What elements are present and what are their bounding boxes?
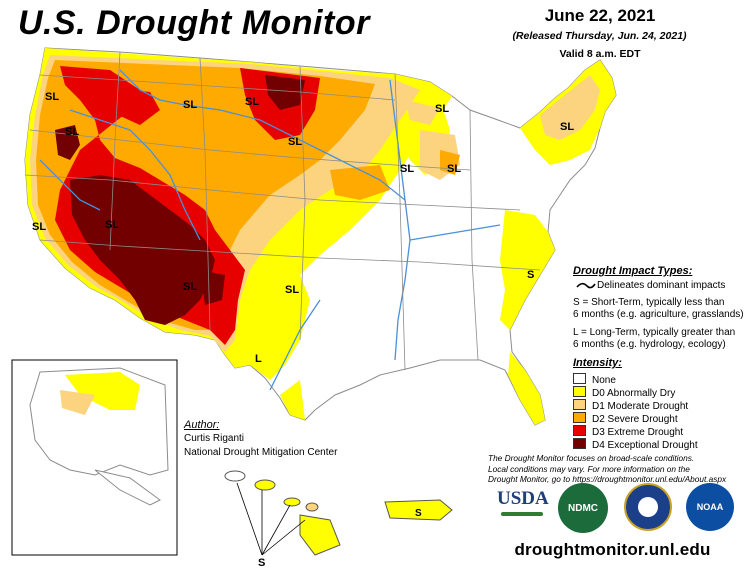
sl-label-nd: SL bbox=[288, 136, 302, 148]
l-label-tx: L bbox=[255, 353, 262, 365]
s-label-hi: S bbox=[258, 557, 265, 568]
sl-label-mt: SL bbox=[183, 99, 197, 111]
hawaii-inset: S bbox=[224, 470, 341, 568]
impact-long-line1: L = Long-Term, typically greater than bbox=[573, 327, 736, 338]
swatch-d3 bbox=[573, 425, 586, 436]
sl-label-wa: SL bbox=[45, 91, 59, 103]
intensity-row-none: None bbox=[573, 373, 616, 386]
swatch-d0 bbox=[573, 386, 586, 397]
swatch-d4 bbox=[573, 438, 586, 449]
impact-long-line2: 6 months (e.g. hydrology, ecology) bbox=[573, 339, 726, 350]
sl-label-tx: SL bbox=[285, 284, 299, 296]
impact-short-line2: 6 months (e.g. agriculture, grasslands) bbox=[573, 309, 744, 320]
sl-label-az: SL bbox=[183, 281, 197, 293]
state-borders bbox=[24, 51, 541, 371]
swatch-d1 bbox=[573, 399, 586, 410]
map-date: June 22, 2021 bbox=[544, 6, 656, 25]
disclaimer-line3[interactable]: Drought Monitor, go to https://droughtmo… bbox=[488, 474, 727, 484]
site-url[interactable]: droughtmonitor.unl.edu bbox=[514, 540, 711, 559]
swatch-none bbox=[573, 373, 586, 384]
commerce-seal-icon bbox=[624, 483, 672, 531]
alaska-panhandle bbox=[94, 469, 161, 506]
disclaimer: The Drought Monitor focuses on broad-sca… bbox=[488, 453, 748, 485]
sl-label-mt-east: SL bbox=[245, 96, 259, 108]
alaska-d1 bbox=[60, 390, 95, 415]
author-heading: Author: bbox=[184, 419, 220, 431]
sl-label-nv: SL bbox=[105, 219, 119, 231]
impact-short-line1: S = Short-Term, typically less than bbox=[573, 297, 725, 308]
ndmc-logo: NDMC bbox=[558, 483, 608, 533]
sl-label-wi: SL bbox=[400, 163, 414, 175]
dominant-impact-line-icon bbox=[576, 282, 596, 289]
intensity-row-d3: D3 Extreme Drought bbox=[573, 425, 683, 438]
sl-label-mn: SL bbox=[435, 103, 449, 115]
release-date: (Released Thursday, Jun. 24, 2021) bbox=[512, 30, 687, 42]
rivers bbox=[39, 69, 501, 391]
sl-label-ne: SL bbox=[560, 121, 574, 133]
author-name: Curtis Riganti bbox=[184, 433, 245, 444]
sl-label-ca: SL bbox=[32, 221, 46, 233]
intensity-row-d0: D0 Abnormally Dry bbox=[573, 386, 675, 399]
noaa-logo: NOAA bbox=[686, 483, 734, 531]
intensity-legend-title: Intensity: bbox=[573, 357, 622, 369]
author-org: National Drought Mitigation Center bbox=[184, 447, 338, 458]
intensity-row-d4: D4 Exceptional Drought bbox=[573, 438, 698, 451]
impact-dominant-text: Delineates dominant impacts bbox=[597, 280, 726, 291]
usda-logo: USDA bbox=[497, 488, 549, 526]
page-title: U.S. Drought Monitor bbox=[18, 4, 370, 42]
intensity-row-d2: D2 Severe Drought bbox=[573, 412, 678, 425]
impact-legend-title: Drought Impact Types: bbox=[573, 265, 693, 277]
intensity-row-d1: D1 Moderate Drought bbox=[573, 399, 688, 412]
alaska-d0 bbox=[65, 372, 140, 410]
sl-label-or: SL bbox=[65, 126, 79, 138]
valid-time: Valid 8 a.m. EDT bbox=[559, 48, 641, 60]
s-label-pr: S bbox=[415, 508, 422, 519]
swatch-d2 bbox=[573, 412, 586, 423]
s-label-va: S bbox=[527, 269, 534, 281]
sl-label-mi: SL bbox=[447, 163, 461, 175]
puerto-rico bbox=[384, 499, 453, 521]
disclaimer-line1: The Drought Monitor focuses on broad-sca… bbox=[488, 453, 695, 463]
disclaimer-line2: Local conditions may vary. For more info… bbox=[488, 463, 690, 474]
d4-areas bbox=[55, 75, 305, 325]
